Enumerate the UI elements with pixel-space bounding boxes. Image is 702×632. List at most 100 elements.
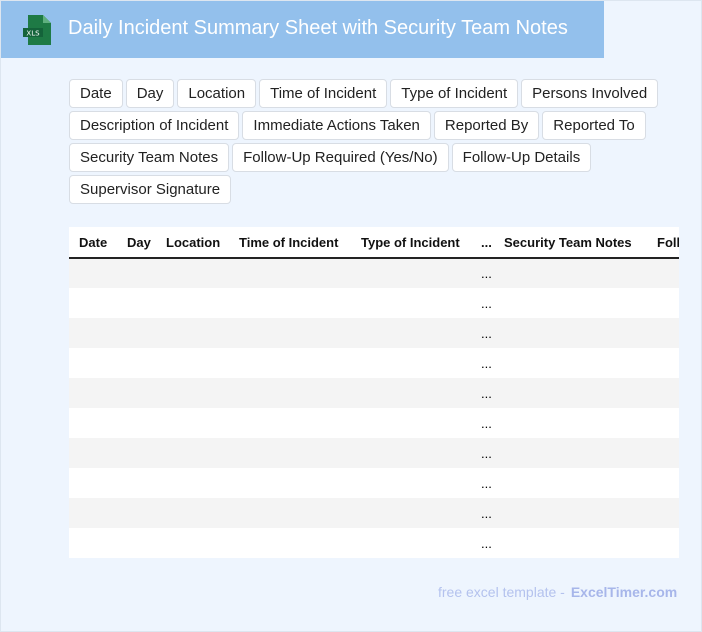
ellipsis-cell[interactable]: ... (471, 408, 494, 438)
table-cell[interactable] (117, 378, 156, 408)
table-cell[interactable] (351, 288, 471, 318)
field-tag[interactable]: Security Team Notes (69, 143, 230, 172)
ellipsis-cell[interactable]: ... (471, 498, 494, 528)
table-cell[interactable] (117, 348, 156, 378)
column-header[interactable]: Time of Incident (229, 227, 351, 259)
table-cell[interactable] (156, 408, 229, 438)
ellipsis-cell[interactable]: ... (471, 288, 494, 318)
field-tag[interactable]: Type of Incident (390, 79, 519, 108)
table-cell[interactable] (229, 468, 351, 498)
ellipsis-cell[interactable]: ... (471, 378, 494, 408)
table-cell[interactable] (351, 258, 471, 288)
table-cell[interactable] (351, 408, 471, 438)
brand-link[interactable]: ExcelTimer.com (570, 584, 678, 600)
table-cell[interactable] (156, 348, 229, 378)
table-cell[interactable] (229, 408, 351, 438)
table-cell[interactable] (229, 528, 351, 558)
table-cell[interactable] (69, 378, 117, 408)
table-cell[interactable] (647, 288, 679, 318)
column-header[interactable]: Day (117, 227, 156, 259)
table-cell[interactable] (229, 318, 351, 348)
table-cell[interactable] (69, 288, 117, 318)
table-cell[interactable] (647, 528, 679, 558)
field-tag[interactable]: Immediate Actions Taken (242, 111, 431, 140)
table-cell[interactable] (647, 378, 679, 408)
table-cell[interactable] (69, 528, 117, 558)
table-cell[interactable] (647, 498, 679, 528)
table-cell[interactable] (351, 468, 471, 498)
table-cell[interactable] (69, 468, 117, 498)
table-cell[interactable] (69, 258, 117, 288)
table-cell[interactable] (494, 258, 647, 288)
table-cell[interactable] (117, 288, 156, 318)
table-cell[interactable] (351, 378, 471, 408)
field-tag[interactable]: Follow-Up Required (Yes/No) (232, 143, 449, 172)
table-cell[interactable] (156, 318, 229, 348)
table-cell[interactable] (494, 318, 647, 348)
table-cell[interactable] (229, 438, 351, 468)
table-cell[interactable] (647, 258, 679, 288)
table-cell[interactable] (494, 528, 647, 558)
table-cell[interactable] (351, 528, 471, 558)
table-cell[interactable] (494, 288, 647, 318)
column-header[interactable]: Follow-Up Required (Yes/No) (647, 227, 679, 259)
table-cell[interactable] (69, 408, 117, 438)
table-cell[interactable] (156, 378, 229, 408)
table-cell[interactable] (494, 348, 647, 378)
table-cell[interactable] (494, 468, 647, 498)
ellipsis-cell[interactable]: ... (471, 468, 494, 498)
ellipsis-cell[interactable]: ... (471, 318, 494, 348)
ellipsis-cell[interactable]: ... (471, 258, 494, 288)
table-cell[interactable] (494, 438, 647, 468)
table-cell[interactable] (647, 438, 679, 468)
table-cell[interactable] (229, 498, 351, 528)
field-tag[interactable]: Reported By (433, 111, 540, 140)
table-cell[interactable] (117, 408, 156, 438)
field-tag[interactable]: Reported To (542, 111, 646, 140)
table-cell[interactable] (69, 348, 117, 378)
field-tag[interactable]: Date (69, 79, 123, 108)
table-cell[interactable] (69, 318, 117, 348)
table-cell[interactable] (156, 288, 229, 318)
field-tag[interactable]: Time of Incident (259, 79, 388, 108)
table-cell[interactable] (117, 258, 156, 288)
column-header[interactable]: Location (156, 227, 229, 259)
table-cell[interactable] (351, 318, 471, 348)
table-cell[interactable] (117, 318, 156, 348)
table-cell[interactable] (351, 438, 471, 468)
table-cell[interactable] (351, 348, 471, 378)
ellipsis-cell[interactable]: ... (471, 438, 494, 468)
table-cell[interactable] (647, 468, 679, 498)
table-cell[interactable] (69, 498, 117, 528)
table-cell[interactable] (494, 498, 647, 528)
table-cell[interactable] (351, 498, 471, 528)
table-cell[interactable] (647, 348, 679, 378)
column-header[interactable]: Date (69, 227, 117, 259)
table-cell[interactable] (647, 408, 679, 438)
column-header[interactable]: Type of Incident (351, 227, 471, 259)
table-cell[interactable] (156, 438, 229, 468)
table-cell[interactable] (117, 468, 156, 498)
table-cell[interactable] (229, 378, 351, 408)
table-cell[interactable] (156, 258, 229, 288)
ellipsis-cell[interactable]: ... (471, 528, 494, 558)
field-tag[interactable]: Description of Incident (69, 111, 240, 140)
field-tag[interactable]: Supervisor Signature (69, 175, 232, 204)
field-tag[interactable]: Persons Involved (521, 79, 659, 108)
table-cell[interactable] (69, 438, 117, 468)
table-cell[interactable] (117, 438, 156, 468)
table-cell[interactable] (156, 498, 229, 528)
table-cell[interactable] (494, 378, 647, 408)
table-cell[interactable] (229, 348, 351, 378)
table-cell[interactable] (156, 468, 229, 498)
table-cell[interactable] (494, 408, 647, 438)
field-tag[interactable]: Location (177, 79, 257, 108)
field-tag[interactable]: Day (125, 79, 175, 108)
table-cell[interactable] (229, 288, 351, 318)
table-cell[interactable] (117, 528, 156, 558)
column-header[interactable]: ... (471, 227, 494, 259)
table-cell[interactable] (229, 258, 351, 288)
table-cell[interactable] (117, 498, 156, 528)
table-cell[interactable] (647, 318, 679, 348)
table-cell[interactable] (156, 528, 229, 558)
